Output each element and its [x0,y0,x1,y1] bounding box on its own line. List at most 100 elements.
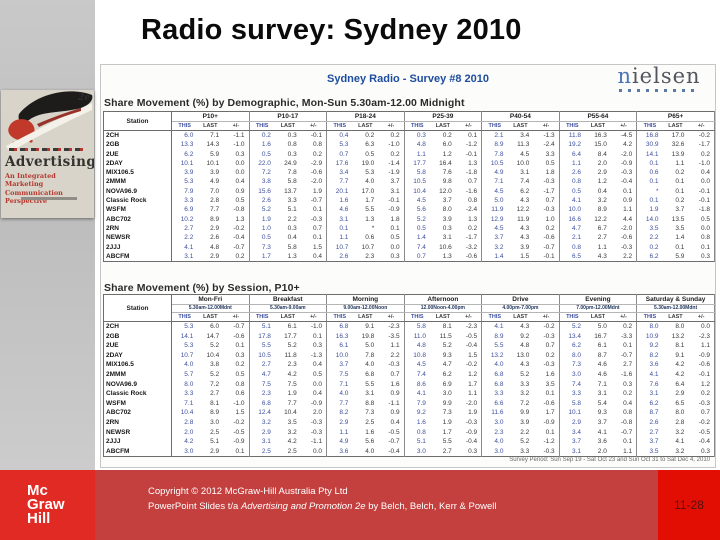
value-cell: 2.9 [210,224,220,232]
station-name: MIX106.5 [103,168,172,178]
value-cell: -0.5 [455,331,483,342]
value-cell: 3.3 [184,197,194,205]
value-cell: 1.3 [442,252,452,260]
sub-header: LAST [429,121,456,131]
value-cell: 8.2 [649,351,659,359]
value-cell: 0.4 [223,177,250,187]
value-cell: -0.3 [300,214,328,224]
value-cell: 3.3 [494,390,504,398]
value-cell: -0.4 [223,233,250,243]
value-cell: 0.1 [223,446,250,457]
value-cell: 1.9 [287,390,297,398]
group-time: 4.00pm-7.00pm [481,304,560,313]
value-cell: -1.0 [223,140,250,150]
value-cell: 7.8 [287,169,297,177]
value-cell: 0.4 [287,234,297,242]
value-cell: 1.0 [261,224,271,232]
value-cell: 4.1 [416,390,426,398]
value-cell: 5.4 [597,399,607,407]
value-cell: -0.3 [378,360,405,370]
value-cell: 16.3 [335,332,349,340]
value-cell: 1.3 [455,214,483,224]
group-header: Evening [559,294,638,305]
value-cell: 4.0 [339,390,349,398]
value-cell: 1.2 [442,150,452,158]
value-cell: 7.2 [520,399,530,407]
value-cell: 8.8 [365,399,375,407]
value-cell: 3.1 [365,390,375,398]
value-cell: -1.2 [455,140,483,150]
value-cell: 0.1 [455,130,483,141]
value-cell: 4.1 [184,243,194,251]
value-cell: 0.3 [287,150,297,158]
sub-header: +/- [378,121,405,131]
value-cell: 6.4 [675,380,685,388]
value-cell: 7.7 [339,399,349,407]
value-cell: 0.8 [300,140,328,150]
group-time: 9.00am-12.00Noon [326,304,405,313]
value-cell: 3.1 [649,390,659,398]
sub-header: +/- [610,121,638,131]
value-cell: 12.2 [594,215,607,223]
value-cell: 5.0 [597,323,607,330]
value-cell: 5.2 [210,342,220,350]
value-cell: * [656,187,659,195]
value-cell: 7.1 [210,132,220,139]
value-cell: 6.7 [597,224,607,232]
value-cell: 0.7 [688,408,716,418]
value-cell: 2.2 [184,234,194,242]
value-cell: 9.3 [442,351,452,359]
value-cell: 0.6 [223,389,250,399]
value-cell: 8.9 [494,332,504,340]
value-cell: 0.3 [287,224,297,232]
value-cell: 1.7 [261,252,271,260]
sub-header: +/- [533,312,560,322]
value-cell: 0.1 [300,331,328,342]
sub-header: +/- [300,312,328,322]
value-cell: 4.2 [287,370,297,378]
value-cell: 3.1 [442,234,452,242]
value-cell: 0.5 [416,224,426,232]
value-cell: -0.7 [378,437,405,447]
sub-header: LAST [507,312,534,322]
group-time: 5.30am-9.00am [249,304,328,313]
value-cell: 0.5 [223,196,250,206]
value-cell: 5.2 [210,370,220,378]
value-cell: 0.5 [533,158,560,169]
value-cell: 10.1 [180,159,194,167]
value-cell: 1.7 [365,197,375,205]
sub-header: LAST [585,121,611,131]
value-cell: 0.2 [688,389,716,399]
station-name: 2MMM [103,177,172,187]
value-cell: -0.3 [300,417,328,428]
table-head: Station P10+ P10-17 P18-24 P25-39 P40-54 P55-6… [103,111,716,131]
value-cell: 1.2 [688,379,716,390]
station-name: 2GB [103,331,172,342]
value-cell: 12.9 [490,215,504,223]
value-cell: 3.6 [649,361,659,369]
station-name: NEWSR [103,427,172,438]
value-cell: -1.3 [300,350,328,361]
group-header: P18-24 [326,111,405,122]
sub-header: LAST [274,312,301,322]
table-row: ABCFM 3.0 2.9 0.1 2.5 2.5 0.0 3.6 4.0 -0.4 3.0 2.7 0… [103,446,716,457]
value-cell: 4.3 [520,197,530,205]
value-cell: -0.3 [688,398,716,409]
station-name: 2JJJ [103,437,172,447]
value-cell: 2.8 [210,197,220,205]
value-cell: 2.0 [597,159,607,167]
value-cell: 8.1 [210,399,220,407]
table-row: ABCFM 3.1 2.9 0.2 1.7 1.3 0.4 2.6 2.3 0.3 0.7 1.3 -0… [103,251,716,262]
value-cell: 2.2 [649,234,659,242]
value-cell: 4.5 [520,150,530,158]
value-cell: 5.2 [287,342,297,350]
value-cell: 0.0 [688,321,716,332]
value-cell: -1.8 [455,168,483,178]
value-cell: 1.0 [533,214,560,224]
value-cell: 7.9 [184,187,194,195]
group-header: P25-39 [404,111,483,122]
value-cell: 1.5 [520,252,530,260]
value-cell: -2.4 [533,140,560,150]
value-cell: 1.6 [261,141,271,149]
value-cell: 16.6 [568,215,581,223]
